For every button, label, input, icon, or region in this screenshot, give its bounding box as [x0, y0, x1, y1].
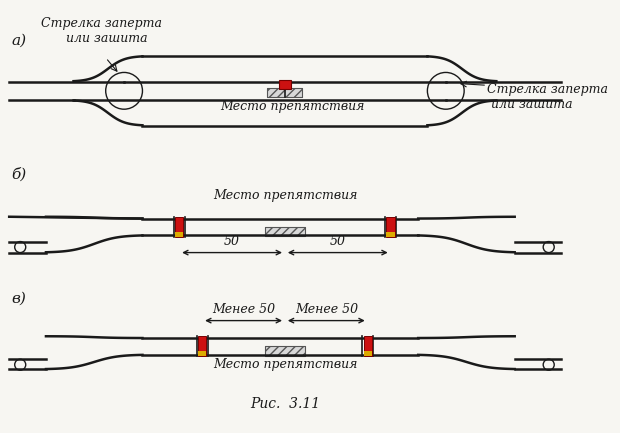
Bar [267, 88, 303, 97]
Text: Стрелка заперта
   или зашита: Стрелка заперта или зашита [40, 17, 162, 45]
Text: Рис.  3.11: Рис. 3.11 [250, 397, 320, 410]
Text: в): в) [11, 291, 26, 305]
Bar [265, 346, 305, 355]
Bar [175, 217, 184, 237]
Text: 50: 50 [330, 235, 346, 248]
Bar [175, 232, 184, 237]
Text: Стрелка заперта
 или зашита: Стрелка заперта или зашита [487, 84, 608, 111]
Bar [265, 227, 305, 236]
Bar [279, 80, 291, 89]
Text: 50: 50 [224, 235, 240, 248]
Bar [265, 346, 305, 355]
Bar [386, 232, 395, 237]
Bar [198, 336, 206, 356]
Text: Место препятствия: Место препятствия [213, 358, 357, 371]
Bar [198, 352, 206, 356]
Bar [265, 227, 305, 236]
Bar [363, 352, 372, 356]
Text: а): а) [11, 34, 26, 48]
Text: Менее 50: Менее 50 [294, 303, 358, 316]
Bar [363, 336, 372, 356]
Text: б): б) [11, 167, 26, 181]
Text: Менее 50: Менее 50 [212, 303, 275, 316]
Bar [267, 88, 303, 97]
Bar [386, 217, 395, 237]
Text: Место препятствия: Место препятствия [213, 189, 357, 202]
Text: Место препятствия: Место препятствия [220, 100, 365, 113]
